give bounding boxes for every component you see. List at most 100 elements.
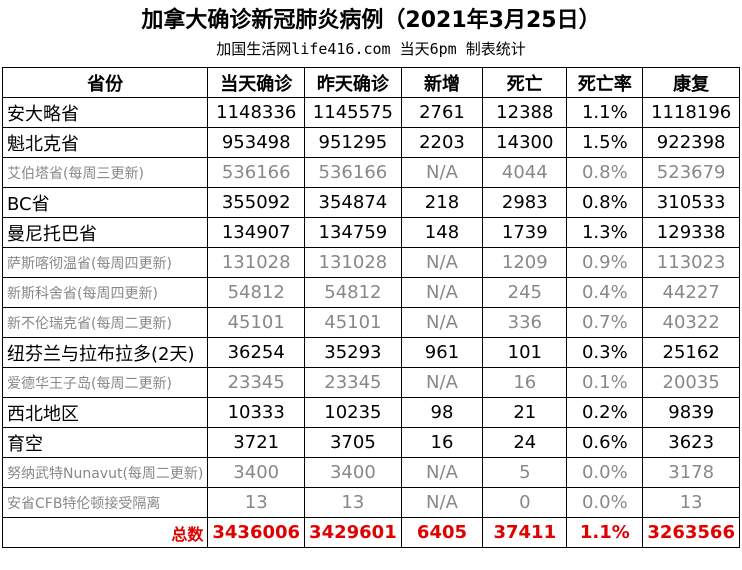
value-cell: 951295 xyxy=(304,127,402,158)
column-header: 康复 xyxy=(642,67,740,98)
column-header: 当天确诊 xyxy=(207,67,306,98)
value-cell: 35293 xyxy=(304,337,402,368)
province-cell: 魁北克省 xyxy=(1,127,209,158)
value-cell: 2203 xyxy=(400,127,484,158)
data-row: 曼尼托巴省 134907 134759 148 1739 1.3% 129338 xyxy=(1,217,740,248)
value-cell: 3429601 xyxy=(304,517,402,548)
value-cell: 3436006 xyxy=(207,517,306,548)
value-cell: 13 xyxy=(304,487,402,518)
value-cell: 10235 xyxy=(304,397,402,428)
value-cell: 13 xyxy=(207,487,306,518)
value-cell: 37411 xyxy=(482,517,568,548)
value-cell: 0.3% xyxy=(566,337,644,368)
value-cell: 354874 xyxy=(304,187,402,218)
data-row: 育空 3721 3705 16 24 0.6% 3623 xyxy=(1,427,740,458)
value-cell: 0 xyxy=(482,487,568,518)
value-cell: 131028 xyxy=(304,247,402,278)
value-cell: 36254 xyxy=(207,337,306,368)
value-cell: 1145575 xyxy=(304,97,402,128)
value-cell: 3705 xyxy=(304,427,402,458)
data-row: 西北地区 10333 10235 98 21 0.2% 9839 xyxy=(1,397,740,428)
value-cell: 131028 xyxy=(207,247,306,278)
value-cell: N/A xyxy=(400,247,484,278)
value-cell: 0.4% xyxy=(566,277,644,308)
value-cell: 0.0% xyxy=(566,487,644,518)
value-cell: 922398 xyxy=(642,127,740,158)
value-cell: 113023 xyxy=(642,247,740,278)
province-cell: 育空 xyxy=(1,427,209,458)
column-header: 新增 xyxy=(400,67,484,98)
value-cell: 23345 xyxy=(207,367,306,398)
value-cell: 5 xyxy=(482,457,568,488)
province-cell: 艾伯塔省(每周三更新) xyxy=(1,157,209,188)
value-cell: 23345 xyxy=(304,367,402,398)
province-cell: 西北地区 xyxy=(1,397,209,428)
value-cell: N/A xyxy=(400,277,484,308)
value-cell: 21 xyxy=(482,397,568,428)
value-cell: 98 xyxy=(400,397,484,428)
value-cell: 0.9% xyxy=(566,247,644,278)
value-cell: 12388 xyxy=(482,97,568,128)
title: 加拿大确诊新冠肺炎病例（2021年3月25日） xyxy=(141,8,601,33)
data-row: 魁北克省 953498 951295 2203 14300 1.5% 922398 xyxy=(1,127,740,158)
value-cell: 9839 xyxy=(642,397,740,428)
value-cell: 218 xyxy=(400,187,484,218)
value-cell: 16 xyxy=(400,427,484,458)
value-cell: 953498 xyxy=(207,127,306,158)
value-cell: 20035 xyxy=(642,367,740,398)
province-cell: 安大略省 xyxy=(1,97,209,128)
data-row: 安大略省 1148336 1145575 2761 12388 1.1% 1118196 xyxy=(1,97,740,128)
value-cell: 40322 xyxy=(642,307,740,338)
column-header: 昨天确诊 xyxy=(304,67,402,98)
value-cell: 1.1% xyxy=(566,517,644,548)
value-cell: 3400 xyxy=(304,457,402,488)
value-cell: 2761 xyxy=(400,97,484,128)
value-cell: 134759 xyxy=(304,217,402,248)
value-cell: 45101 xyxy=(304,307,402,338)
value-cell: 3263566 xyxy=(642,517,740,548)
value-cell: 3178 xyxy=(642,457,740,488)
value-cell: 101 xyxy=(482,337,568,368)
value-cell: 2983 xyxy=(482,187,568,218)
province-cell: 安省CFB特伦顿接受隔离 xyxy=(1,487,209,518)
value-cell: N/A xyxy=(400,157,484,188)
province-cell: 爱德华王子岛(每周二更新) xyxy=(1,367,209,398)
value-cell: 54812 xyxy=(304,277,402,308)
value-cell: N/A xyxy=(400,367,484,398)
column-header: 死亡 xyxy=(482,67,568,98)
data-row: 艾伯塔省(每周三更新) 536166 536166 N/A 4044 0.8% 523679 xyxy=(1,157,740,188)
value-cell: 25162 xyxy=(642,337,740,368)
value-cell: 3623 xyxy=(642,427,740,458)
value-cell: 16 xyxy=(482,367,568,398)
value-cell: 336 xyxy=(482,307,568,338)
province-cell: 曼尼托巴省 xyxy=(1,217,209,248)
value-cell: 0.8% xyxy=(566,157,644,188)
value-cell: 14300 xyxy=(482,127,568,158)
province-cell: 纽芬兰与拉布拉多(2天) xyxy=(1,337,209,368)
data-row: 新不伦瑞克省(每周二更新) 45101 45101 N/A 336 0.7% 40322 xyxy=(1,307,740,338)
value-cell: 536166 xyxy=(304,157,402,188)
value-cell: N/A xyxy=(400,307,484,338)
value-cell: 355092 xyxy=(207,187,306,218)
value-cell: 1739 xyxy=(482,217,568,248)
value-cell: 10333 xyxy=(207,397,306,428)
value-cell: 6405 xyxy=(400,517,484,548)
value-cell: 0.8% xyxy=(566,187,644,218)
province-cell: 新不伦瑞克省(每周二更新) xyxy=(1,307,209,338)
data-row: 萨斯喀彻温省(每周四更新) 131028 131028 N/A 1209 0.9% 1130… xyxy=(1,247,740,278)
value-cell: 0.0% xyxy=(566,457,644,488)
table: 省份 当天确诊 昨天确诊 新增 死亡 死亡率 康复 安大略省 1148336 1145575 27… xyxy=(1,67,740,548)
value-cell: 54812 xyxy=(207,277,306,308)
value-cell: 536166 xyxy=(207,157,306,188)
column-header: 死亡率 xyxy=(566,67,644,98)
value-cell: 3400 xyxy=(207,457,306,488)
province-cell: BC省 xyxy=(1,187,209,218)
value-cell: 245 xyxy=(482,277,568,308)
value-cell: 1148336 xyxy=(207,97,306,128)
data-row: 新斯科舍省(每周四更新) 54812 54812 N/A 245 0.4% 44227 xyxy=(1,277,740,308)
value-cell: 0.7% xyxy=(566,307,644,338)
province-cell: 萨斯喀彻温省(每周四更新) xyxy=(1,247,209,278)
value-cell: 3721 xyxy=(207,427,306,458)
total-row: 总数 3436006 3429601 6405 37411 1.1% 3263566 xyxy=(1,517,740,548)
